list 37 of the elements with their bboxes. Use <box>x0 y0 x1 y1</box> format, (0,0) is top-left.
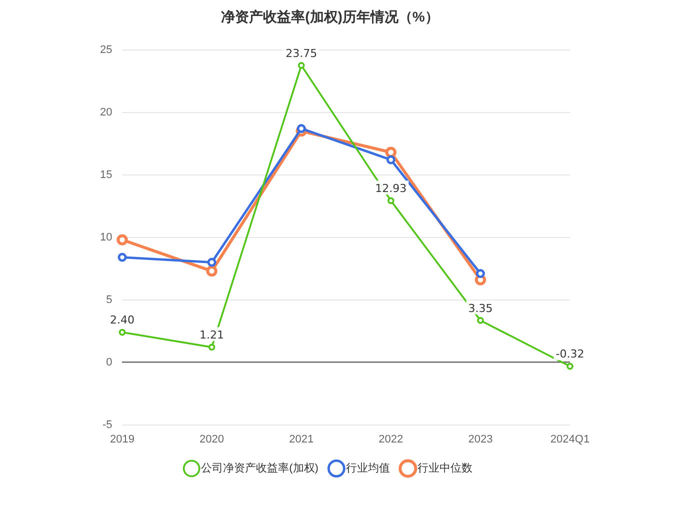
point <box>386 155 396 164</box>
point <box>476 269 485 278</box>
y-tick-label: 5 <box>106 294 112 306</box>
x-tick-label: 2023 <box>468 433 493 446</box>
point <box>296 124 306 134</box>
x-tick-label: 2022 <box>378 433 404 446</box>
data-label: 1.21 <box>200 328 224 342</box>
legend-label: 行业中位数 <box>417 462 472 475</box>
y-tick-label: 25 <box>100 44 112 56</box>
x-tick-label: 2019 <box>110 433 134 446</box>
point <box>206 265 218 277</box>
data-label: 3.35 <box>468 302 493 315</box>
point <box>298 62 305 69</box>
y-tick-label: 10 <box>100 231 112 244</box>
data-label: 12.93 <box>375 182 407 196</box>
point <box>116 234 128 246</box>
point <box>118 252 127 262</box>
point <box>207 258 216 267</box>
y-tick-label: 15 <box>100 168 112 181</box>
point <box>566 362 574 370</box>
data-label: 2.40 <box>110 314 134 327</box>
y-tick-label: 20 <box>100 106 112 118</box>
point <box>118 328 126 336</box>
data-label: -0.32 <box>556 348 584 361</box>
point <box>477 317 484 324</box>
legend-label: 公司净资产收益率(加权) <box>201 462 318 475</box>
legend-label: 行业均值 <box>346 462 390 475</box>
point <box>385 146 396 158</box>
chart-title: 净资产收益率(加权)历年情况（%） <box>221 8 439 24</box>
data-label: 23.75 <box>286 46 318 60</box>
point <box>387 197 394 204</box>
y-tick-label: 0 <box>106 356 112 368</box>
y-tick-label: -5 <box>102 418 112 431</box>
point <box>208 344 216 351</box>
x-tick-label: 2020 <box>200 433 224 446</box>
x-tick-label: 2024Q1 <box>550 433 590 446</box>
x-tick-label: 2021 <box>289 433 314 446</box>
